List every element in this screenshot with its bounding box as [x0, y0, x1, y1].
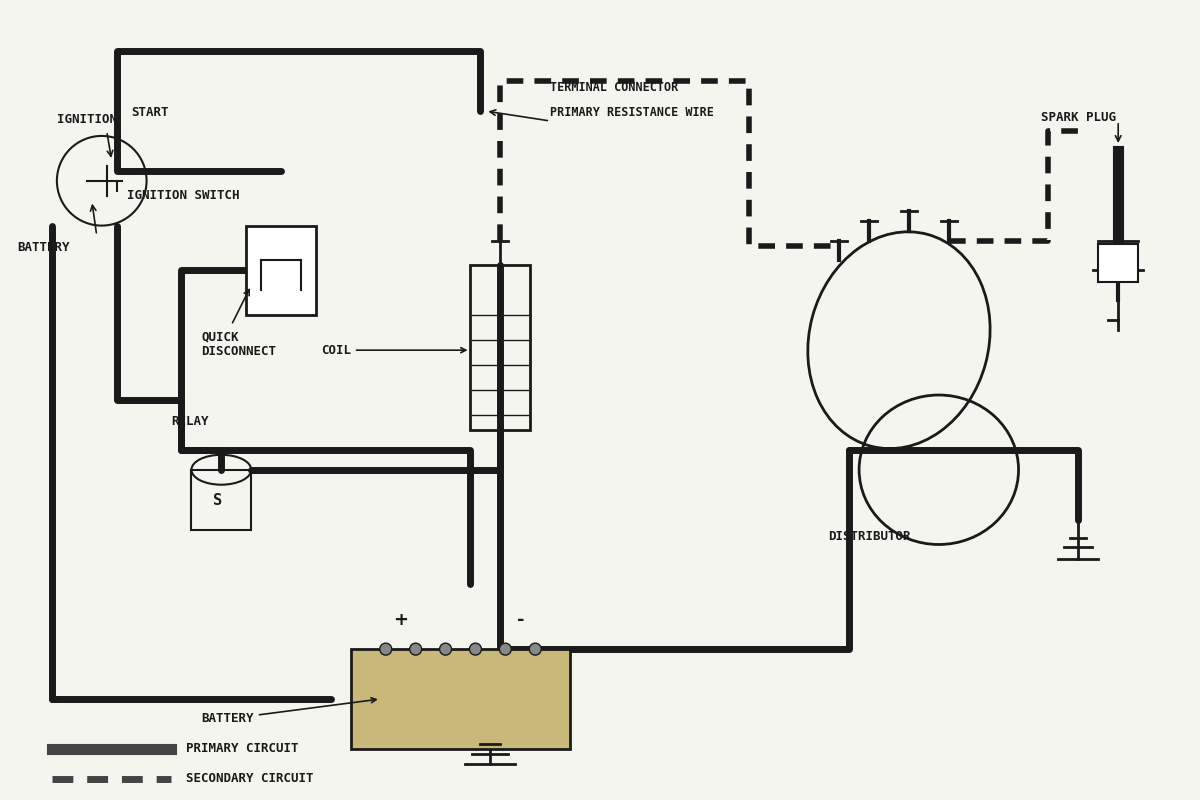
Circle shape: [439, 643, 451, 655]
Circle shape: [409, 643, 421, 655]
Circle shape: [379, 643, 391, 655]
Text: -: -: [516, 611, 524, 630]
Text: IGNITION SWITCH: IGNITION SWITCH: [127, 190, 239, 202]
Text: START: START: [132, 106, 169, 119]
Text: S: S: [214, 493, 222, 508]
Text: BATTERY: BATTERY: [202, 698, 376, 726]
Text: IGNITION: IGNITION: [56, 113, 116, 126]
Bar: [350, 649, 570, 749]
Text: BATTERY: BATTERY: [17, 241, 70, 254]
FancyBboxPatch shape: [1098, 243, 1138, 282]
Text: PRIMARY RESISTANCE WIRE: PRIMARY RESISTANCE WIRE: [550, 106, 714, 119]
Circle shape: [469, 643, 481, 655]
Text: PRIMARY CIRCUIT: PRIMARY CIRCUIT: [186, 742, 299, 755]
FancyBboxPatch shape: [246, 226, 316, 315]
Text: TERMINAL CONNECTOR: TERMINAL CONNECTOR: [550, 81, 678, 94]
Circle shape: [529, 643, 541, 655]
Text: QUICK
DISCONNECT: QUICK DISCONNECT: [202, 330, 276, 358]
Text: SECONDARY CIRCUIT: SECONDARY CIRCUIT: [186, 772, 314, 785]
Circle shape: [499, 643, 511, 655]
Bar: [470, 266, 530, 430]
Bar: [192, 470, 251, 530]
Text: +: +: [394, 611, 408, 630]
Text: SPARK PLUG: SPARK PLUG: [1040, 111, 1116, 124]
Text: RELAY: RELAY: [172, 415, 209, 428]
Text: COIL: COIL: [320, 344, 466, 357]
Text: DISTRIBUTOR: DISTRIBUTOR: [828, 530, 911, 542]
